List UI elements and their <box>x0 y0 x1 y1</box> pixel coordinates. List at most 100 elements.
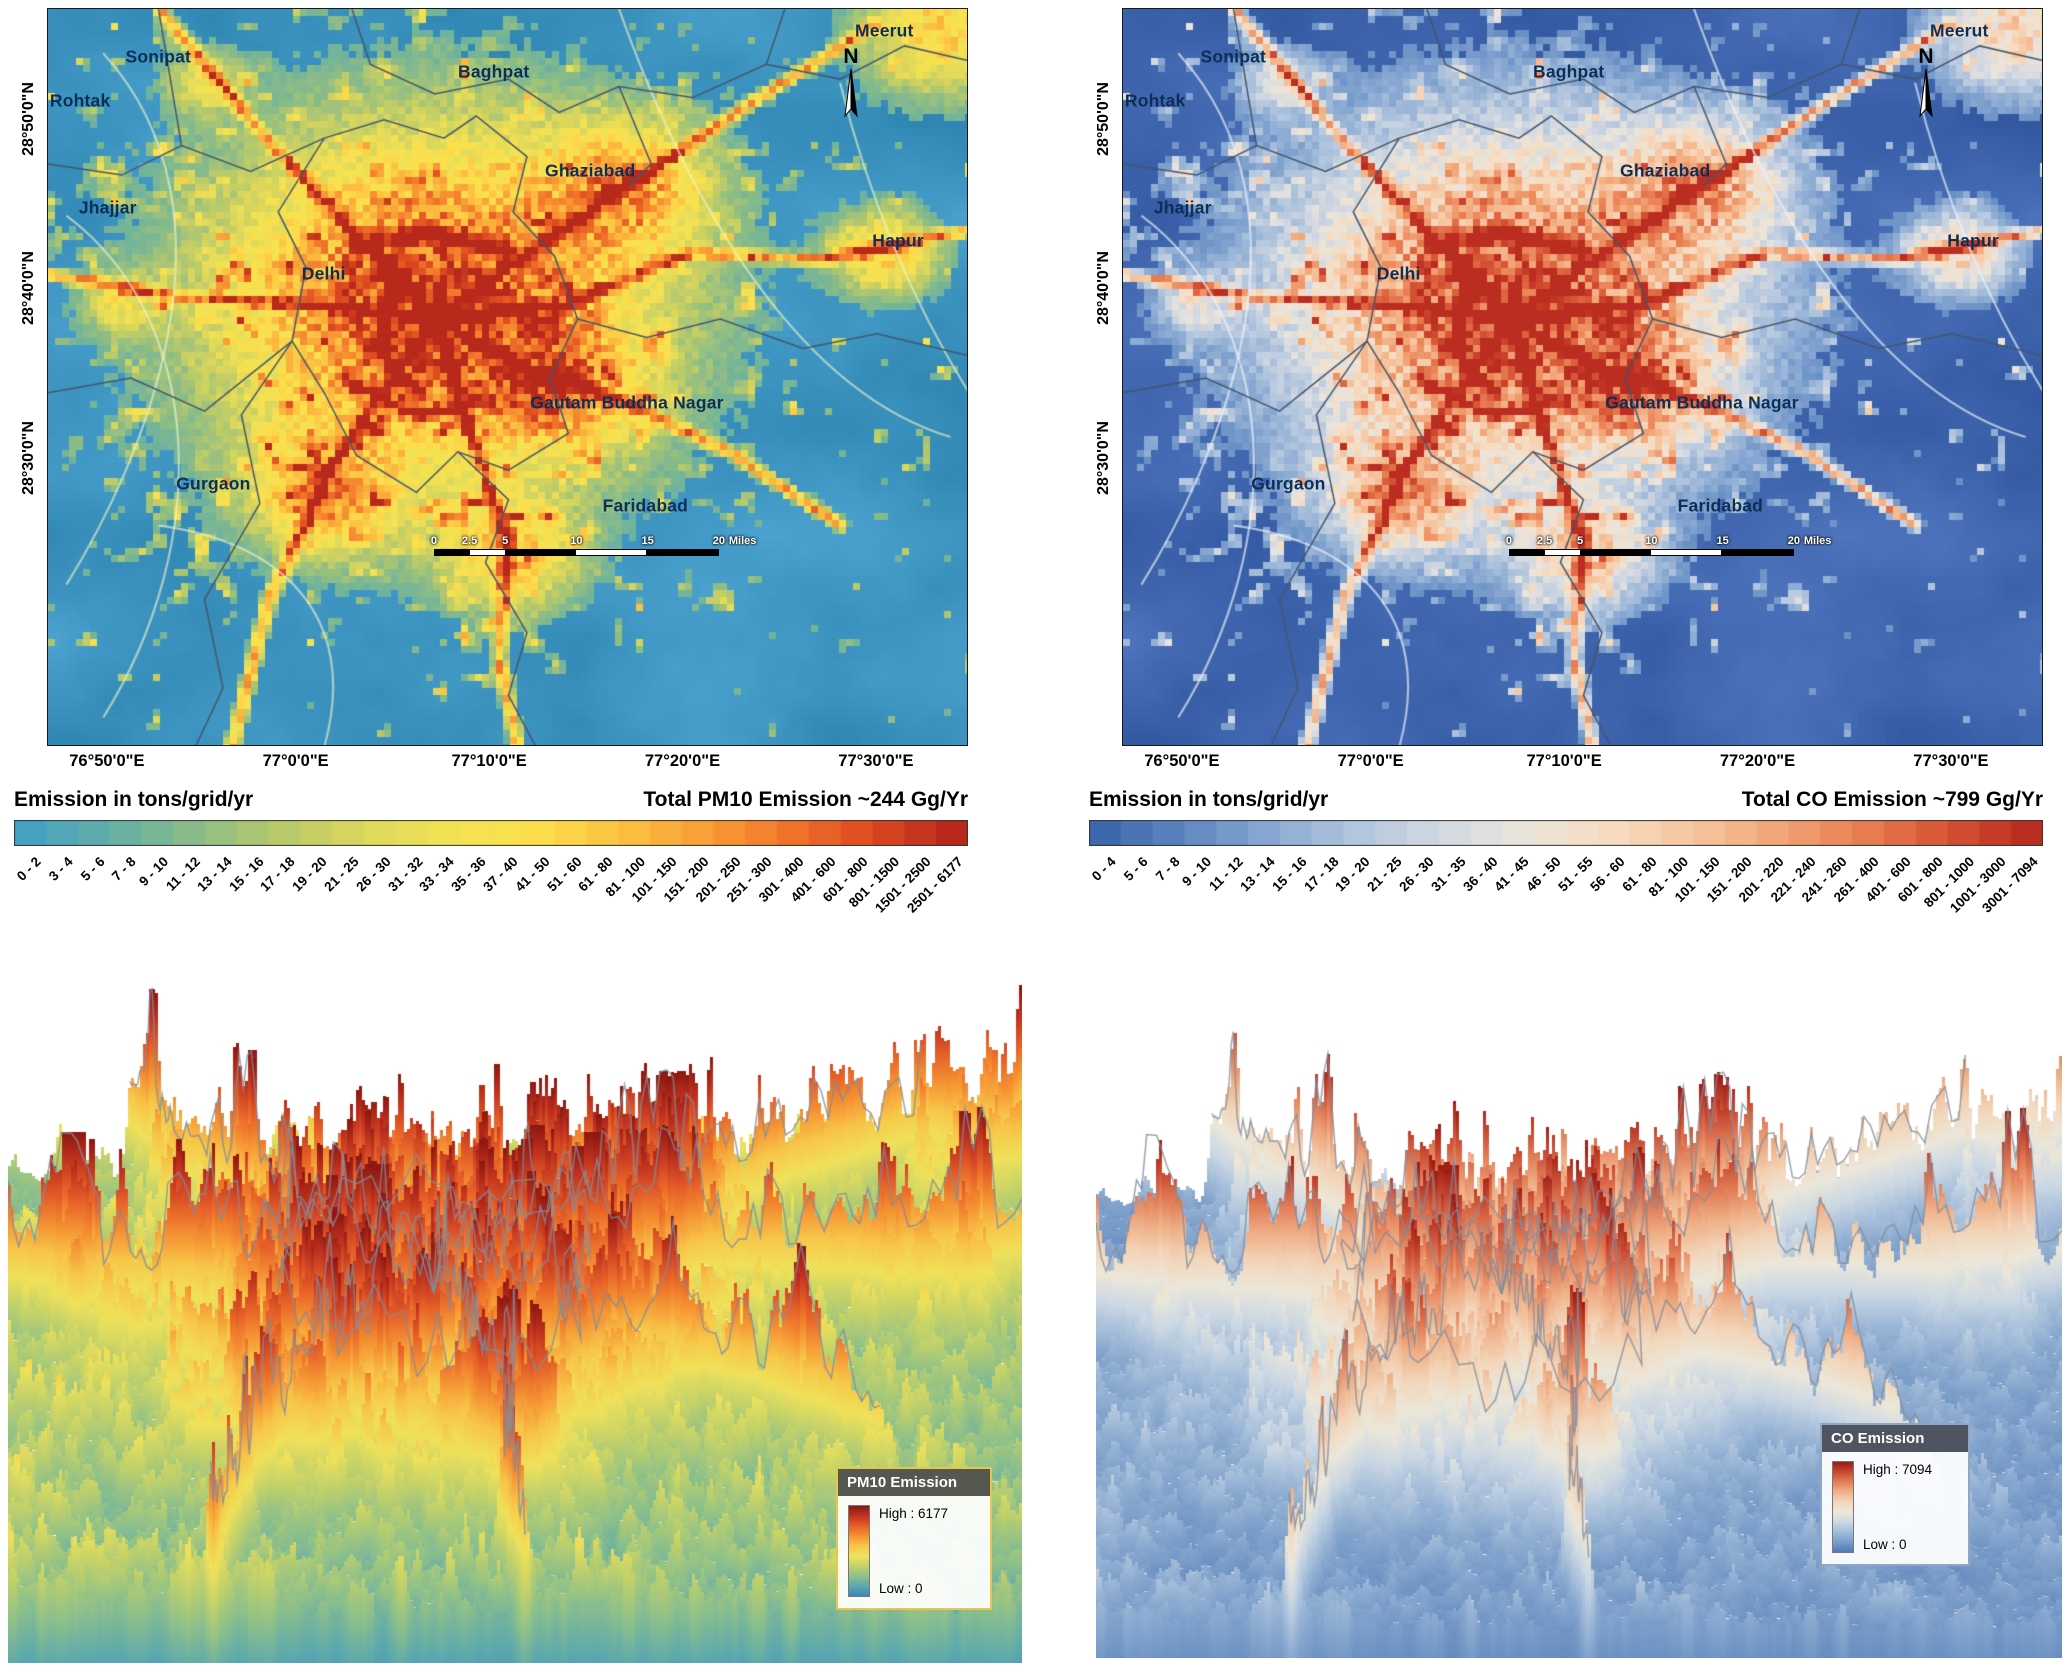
north-arrow: N <box>843 46 859 122</box>
lon-tick-label: 76°50'0"E <box>1144 752 1220 770</box>
lat-tick-label: 28°30'0"N <box>1095 421 1112 496</box>
co-3d-legend: CO Emission High : 7094 Low : 0 <box>1820 1423 1970 1566</box>
legend-labels: High : 6177 Low : 0 <box>879 1505 948 1597</box>
lon-tick-label: 77°20'0"E <box>644 752 721 770</box>
region-label-sonipat: Sonipat <box>125 46 192 67</box>
lat-tick-label: 28°30'0"N <box>20 421 37 496</box>
scale-bar-label: 10 <box>1645 535 1658 548</box>
lon-tick-label: 76°50'0"E <box>69 752 145 770</box>
scale-bar-label: 20 <box>1787 535 1800 548</box>
total-emission-label: Total CO Emission ~799 Gg/Yr <box>1741 788 2043 811</box>
pm10-map-panel: Sonipat Rohtak Baghpat Meerut Ghaziabad Jhajj… <box>10 0 990 968</box>
legend-title: CO Emission <box>1822 1425 1968 1452</box>
scale-bar-segment <box>576 550 648 556</box>
region-label-faridabad: Faridabad <box>1677 495 1764 516</box>
scale-bar-labels: 0 2.5 5 10 15 20 Miles <box>431 535 756 549</box>
longitude-axis: 76°50'0"E 77°0'0"E 77°10'0"E 77°20'0"E 77°30… <box>47 752 968 776</box>
low-value-label: Low : 0 <box>879 1581 923 1596</box>
color-ramp <box>1832 1461 1854 1553</box>
lon-tick-label: 77°10'0"E <box>1526 752 1602 770</box>
region-label-jhajjar: Jhajjar <box>78 197 137 218</box>
legend-title: PM10 Emission <box>838 1469 990 1496</box>
scale-bar-labels: 0 2.5 5 10 15 20 Miles <box>1506 535 1831 549</box>
region-label-baghpat: Baghpat <box>1533 61 1605 82</box>
scale-bar: 0 2.5 5 10 15 20 Miles <box>431 535 756 557</box>
lon-tick-label: 77°10'0"E <box>451 752 527 770</box>
lon-tick-label: 77°20'0"E <box>1719 752 1796 770</box>
pm10-3d-panel: PM10 Emission High : 6177 Low : 0 <box>8 975 1022 1663</box>
region-label-ghaziabad: Ghaziabad <box>545 160 636 181</box>
region-label-gurgaon: Gurgaon <box>176 473 251 494</box>
scale-bar-segment <box>505 550 577 556</box>
scale-bar-label: 10 <box>570 535 583 548</box>
low-value-label: Low : 0 <box>1863 1537 1907 1552</box>
scale-bar-label: 5 <box>1577 535 1584 548</box>
scale-bar-segment <box>1722 550 1793 556</box>
scale-bar-segment <box>1651 550 1723 556</box>
scale-bar-label: 20 <box>712 535 725 548</box>
region-label-hapur: Hapur <box>872 230 924 251</box>
latitude-axis: 28°50'0"N 28°40'0"N 28°30'0"N <box>1087 8 1121 746</box>
lat-tick-label: 28°40'0"N <box>1095 251 1112 326</box>
region-label-meerut: Meerut <box>1929 20 1989 41</box>
north-arrow-icon <box>1919 68 1933 118</box>
lat-tick-label: 28°50'0"N <box>1095 81 1112 156</box>
scale-bar-segment <box>1545 550 1581 556</box>
legend-title: Emission in tons/grid/yr <box>1089 788 1329 811</box>
scale-bar-segment <box>470 550 506 556</box>
region-label-gurgaon: Gurgaon <box>1251 473 1326 494</box>
total-emission-label: Total PM10 Emission ~244 Gg/Yr <box>643 788 968 811</box>
region-label-delhi: Delhi <box>301 263 346 284</box>
pm10-3d-legend: PM10 Emission High : 6177 Low : 0 <box>836 1467 992 1610</box>
scale-bar-segment <box>434 550 471 556</box>
legend-body: High : 6177 Low : 0 <box>838 1496 990 1608</box>
scale-bar-segments <box>433 549 719 557</box>
pm10-map: Sonipat Rohtak Baghpat Meerut Ghaziabad Jhajj… <box>47 8 968 746</box>
scale-bar-segments <box>1508 549 1794 557</box>
lon-tick-label: 77°30'0"E <box>1913 752 1989 770</box>
latitude-axis: 28°50'0"N 28°40'0"N 28°30'0"N <box>12 8 46 746</box>
co-map-panel: Sonipat Rohtak Baghpat Meerut Ghaziabad Jhajj… <box>1085 0 2065 968</box>
scale-bar-label: 15 <box>1716 535 1729 548</box>
high-value-label: High : 7094 <box>1863 1462 1933 1477</box>
region-label-gautam-buddha-nagar: Gautam Buddha Nagar <box>1605 392 1799 413</box>
region-label-delhi: Delhi <box>1376 263 1421 284</box>
region-label-gautam-buddha-nagar: Gautam Buddha Nagar <box>530 392 724 413</box>
scale-bar-label: 15 <box>641 535 654 548</box>
region-label-rohtak: Rohtak <box>49 90 111 111</box>
legend-title: Emission in tons/grid/yr <box>14 788 254 811</box>
region-label-hapur: Hapur <box>1947 230 1999 251</box>
region-label-baghpat: Baghpat <box>458 61 530 82</box>
scale-bar-segment <box>1509 550 1546 556</box>
high-value-label: High : 6177 <box>879 1506 949 1521</box>
co-emission-raster <box>1123 9 2042 745</box>
region-label-faridabad: Faridabad <box>602 495 689 516</box>
longitude-axis: 76°50'0"E 77°0'0"E 77°10'0"E 77°20'0"E 77°30… <box>1122 752 2043 776</box>
north-label: N <box>1918 44 1934 68</box>
lon-tick-label: 77°0'0"E <box>1337 752 1404 770</box>
region-label-ghaziabad: Ghaziabad <box>1620 160 1711 181</box>
co-region-labels: Sonipat Rohtak Baghpat Meerut Ghaziabad Jhajj… <box>1123 9 2042 745</box>
legend-body: High : 7094 Low : 0 <box>1822 1452 1968 1564</box>
scale-bar-segment <box>647 550 718 556</box>
lon-tick-label: 77°0'0"E <box>262 752 329 770</box>
co-3d-panel: CO Emission High : 7094 Low : 0 <box>1096 978 2062 1658</box>
scale-bar-unit: Miles <box>728 535 757 548</box>
pm10-legend-header: Emission in tons/grid/yr Total PM10 Emis… <box>14 788 968 812</box>
pm10-region-labels: Sonipat Rohtak Baghpat Meerut Ghaziabad Jhajj… <box>48 9 967 745</box>
lat-tick-label: 28°40'0"N <box>20 251 37 326</box>
region-label-meerut: Meerut <box>854 20 914 41</box>
co-colorbar <box>1089 820 2043 846</box>
lon-tick-label: 77°30'0"E <box>838 752 914 770</box>
legend-labels: High : 7094 Low : 0 <box>1863 1461 1932 1553</box>
pm10-emission-raster <box>48 9 967 745</box>
north-label: N <box>843 44 859 68</box>
scale-bar-label: 5 <box>502 535 509 548</box>
region-label-rohtak: Rohtak <box>1124 90 1186 111</box>
region-label-jhajjar: Jhajjar <box>1153 197 1212 218</box>
color-ramp <box>848 1505 870 1597</box>
scale-bar-segment <box>1580 550 1652 556</box>
